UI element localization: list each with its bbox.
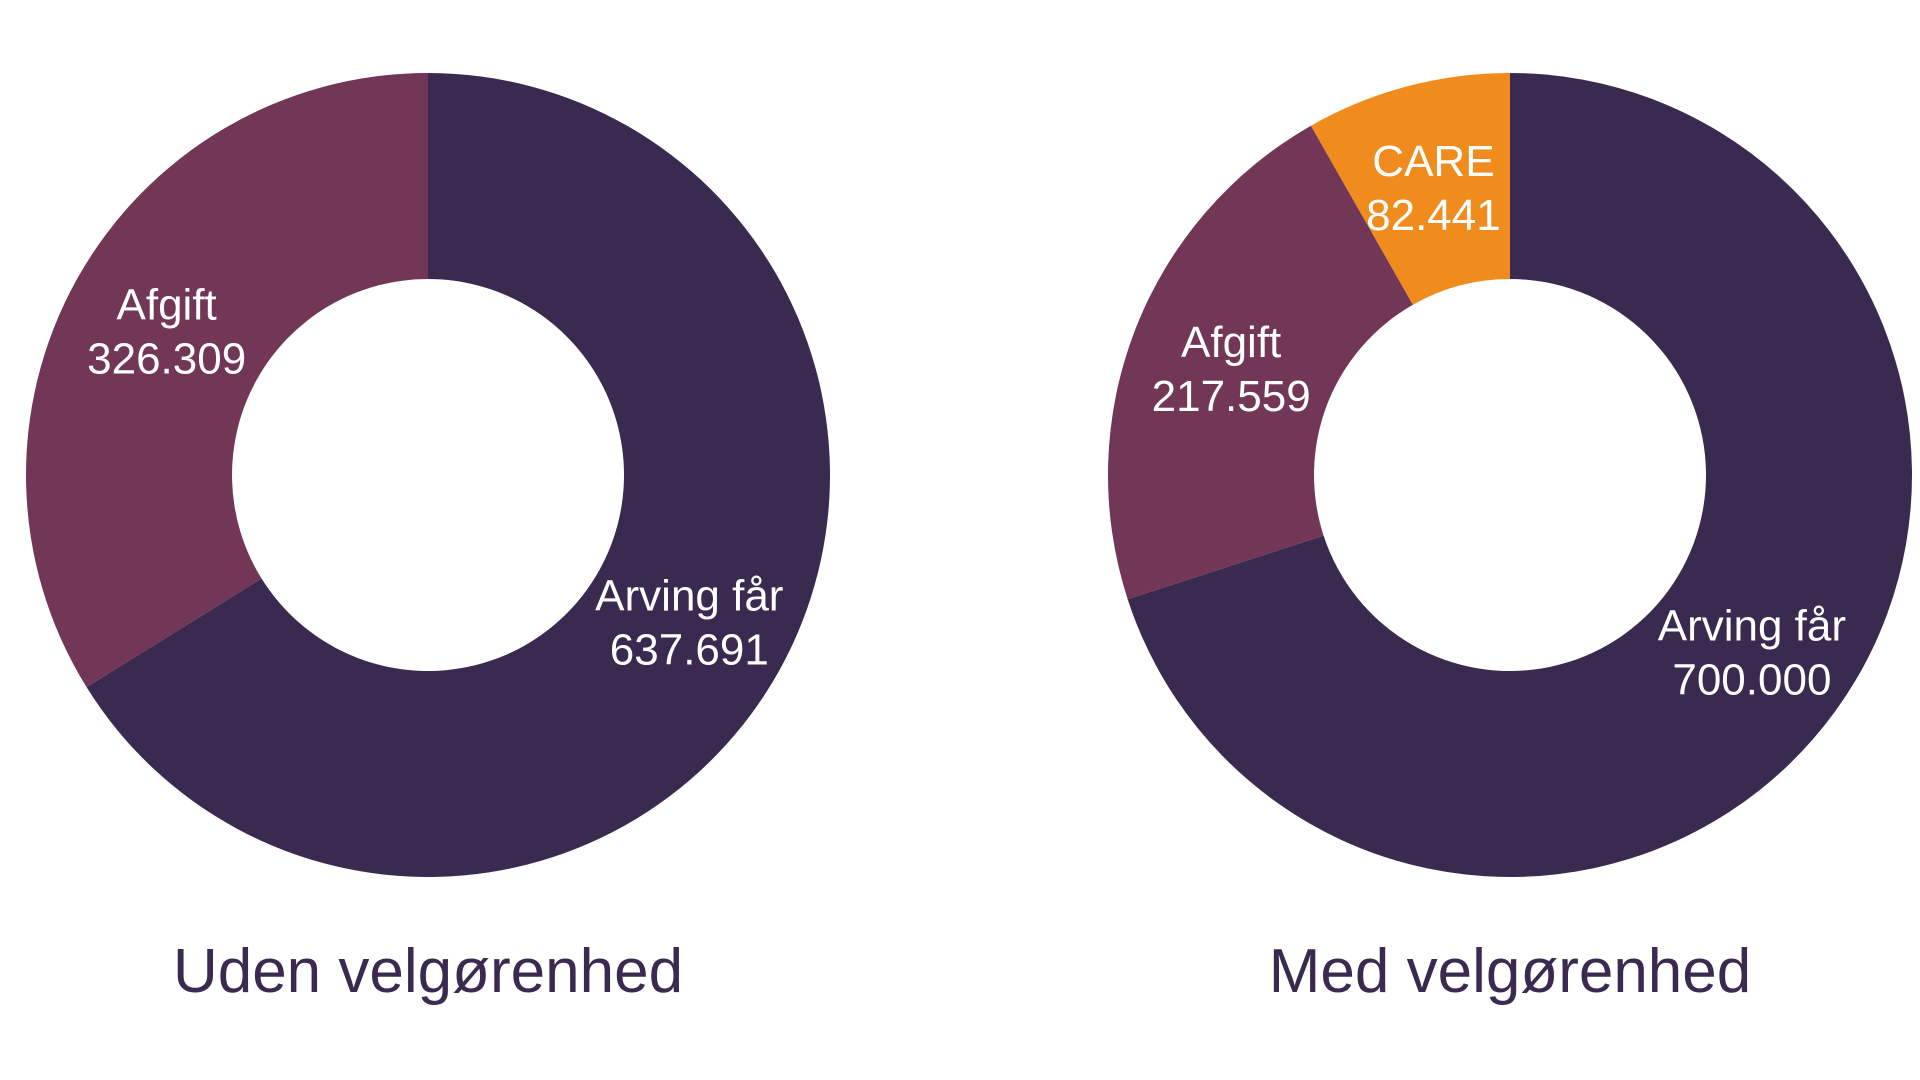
slice-label-care: CARE 82.441 [1366, 137, 1501, 240]
slice-label-value: 700.000 [1672, 656, 1831, 705]
slice-label-name: CARE [1372, 137, 1494, 186]
chart-title: Uden velgørenhed [173, 937, 683, 1006]
donut-slice-afgift [26, 73, 428, 688]
donut-slice-care [1310, 73, 1510, 305]
donut-slice-arving-far [86, 73, 831, 877]
donut-chart-med-velgorenhed: Arving får 700.000 Afgift 217.559 CARE 82.441… [1108, 73, 1913, 1006]
slice-label-arving-far: Arving får 700.000 [1658, 602, 1846, 705]
slice-label-name: Afgift [117, 281, 217, 330]
donut-slice-afgift [1108, 125, 1413, 600]
chart-title: Med velgørenhed [1269, 937, 1752, 1006]
slice-label-value: 637.691 [610, 625, 769, 674]
slice-label-name: Afgift [1181, 318, 1281, 367]
slice-label-name: Arving får [1658, 602, 1846, 651]
slice-label-value: 217.559 [1152, 372, 1311, 421]
slice-label-afgift: Afgift 217.559 [1152, 318, 1311, 421]
donut-chart-uden-velgorenhed: Arving får 637.691 Afgift 326.309 Uden velg… [26, 73, 831, 1006]
donut-slice-arving-far [1127, 73, 1913, 877]
slice-label-value: 82.441 [1366, 191, 1501, 240]
slice-label-arving-far: Arving får 637.691 [595, 571, 783, 674]
slice-label-afgift: Afgift 326.309 [87, 281, 246, 384]
slice-label-name: Arving får [595, 571, 783, 620]
slice-label-value: 326.309 [87, 335, 246, 384]
